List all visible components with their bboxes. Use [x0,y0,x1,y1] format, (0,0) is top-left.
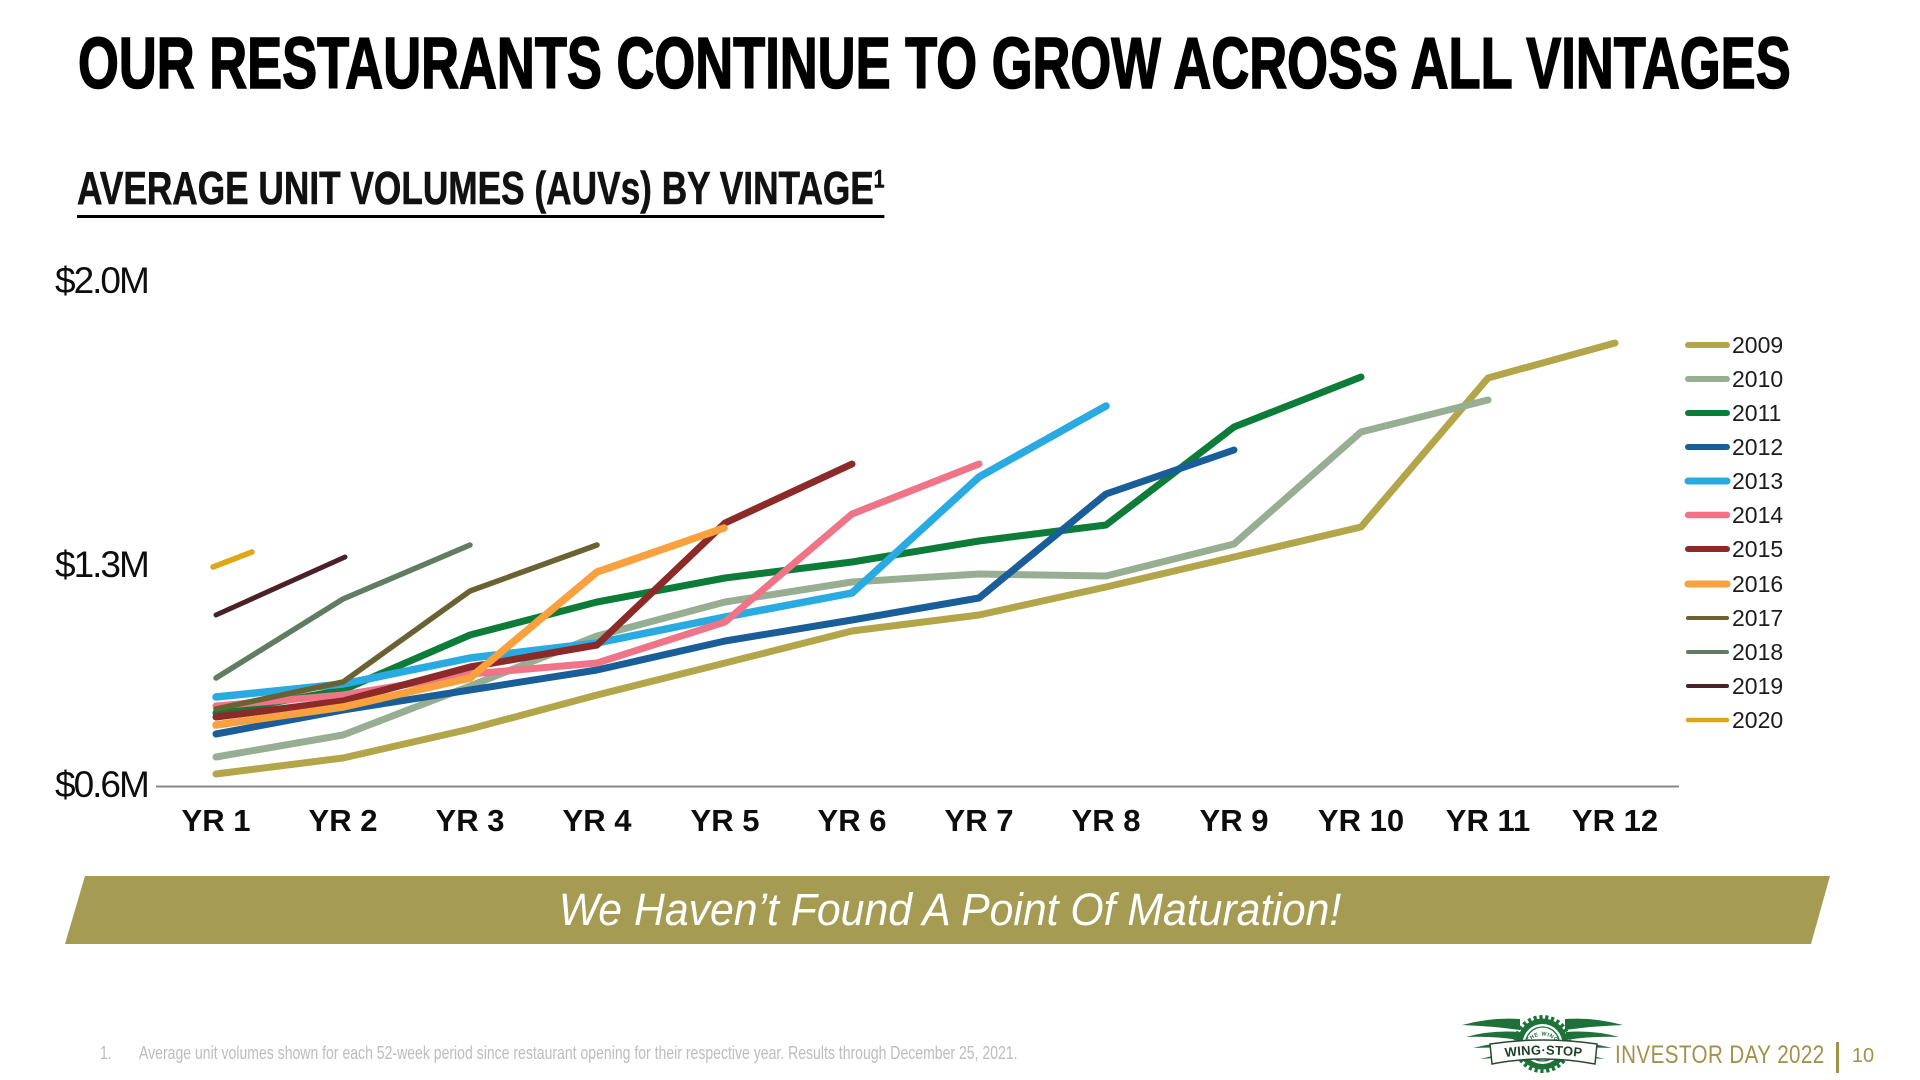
svg-text:WING·STOP: WING·STOP [1504,1042,1583,1060]
